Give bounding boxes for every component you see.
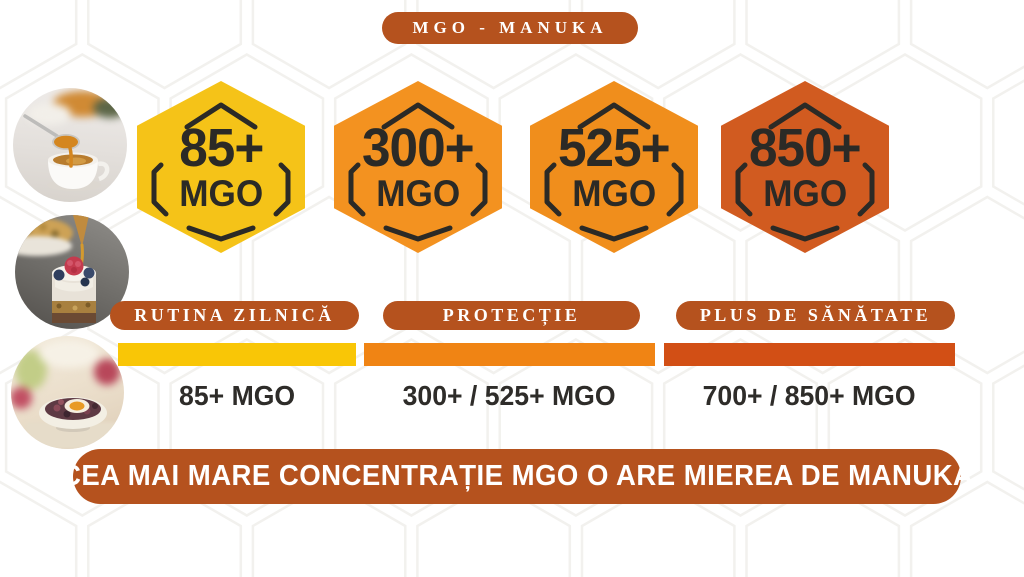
hexagon-value: 300+ — [362, 117, 475, 178]
category-pill-rutina-zilnica: RUTINA ZILNICĂ — [110, 301, 359, 330]
blurred-fruit-background — [11, 340, 120, 409]
hexagon-frame-decoration — [735, 102, 875, 242]
hexagon-frame-decoration — [544, 102, 684, 242]
category-pill-protectie: PROTECȚIE — [383, 301, 640, 330]
berry-bowl — [39, 397, 107, 432]
hexagon-frame-decoration — [151, 102, 291, 242]
range-bar-orange — [364, 343, 655, 366]
hexagon-unit: MGO — [376, 172, 460, 214]
range-label-700-850: 700+ / 850+ MGO — [703, 380, 916, 411]
tea-cup — [47, 152, 110, 191]
range-bar-yellow — [118, 343, 356, 366]
bottom-banner: CEA MAI MARE CONCENTRAȚIE MGO O ARE MIER… — [61, 449, 973, 504]
title-badge-label: MGO - MANUKA — [412, 18, 608, 37]
photo-honey-spoon-tea — [13, 88, 127, 202]
range-bar-rust — [664, 343, 955, 366]
blurred-fruit-bowl — [27, 91, 127, 125]
category-pill-label: PROTECȚIE — [442, 305, 581, 325]
photo-granola-bowl — [11, 336, 124, 449]
hexagon-value: 850+ — [749, 117, 862, 178]
title-badge: MGO - MANUKA — [382, 12, 638, 44]
range-label-85: 85+ MGO — [178, 380, 296, 411]
hexagon-value: 85+ — [178, 117, 264, 178]
berries — [53, 256, 95, 287]
range-label-300-525: 300+ / 525+ MGO — [403, 380, 616, 411]
category-pill-plus-de-sanatate: PLUS DE SĂNĂTATE — [676, 301, 955, 330]
bottom-banner-text: CEA MAI MARE CONCENTRAȚIE MGO O ARE MIER… — [60, 460, 974, 492]
category-pill-label: RUTINA ZILNICĂ — [134, 305, 335, 325]
category-pill-label: PLUS DE SĂNĂTATE — [699, 305, 932, 325]
hexagon-unit: MGO — [763, 172, 847, 214]
hexagon-value: 525+ — [558, 117, 671, 178]
hexagon-frame-decoration — [348, 102, 488, 242]
hexagon-unit: MGO — [179, 172, 263, 214]
hexagon-unit: MGO — [572, 172, 656, 214]
honey-spoon — [23, 114, 80, 168]
